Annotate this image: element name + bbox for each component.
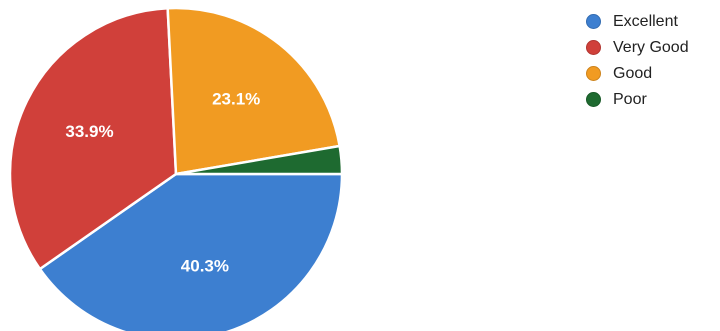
legend-item-excellent: Excellent bbox=[586, 10, 689, 33]
slice-label-good: 23.1% bbox=[212, 89, 260, 108]
pie-labels: 40.3% 33.9% 23.1% bbox=[65, 89, 260, 275]
legend-item-very-good: Very Good bbox=[586, 36, 689, 59]
legend-swatch-very-good bbox=[586, 40, 601, 55]
legend-label-good: Good bbox=[613, 64, 653, 82]
slice-label-very-good: 33.9% bbox=[65, 122, 113, 141]
legend-item-good: Good bbox=[586, 62, 689, 85]
legend-swatch-good bbox=[586, 66, 601, 81]
pie-slices bbox=[8, 6, 344, 331]
pie-slice-good bbox=[166, 6, 341, 176]
legend-label-poor: Poor bbox=[613, 90, 647, 108]
legend-swatch-poor bbox=[586, 92, 601, 107]
legend: Excellent Very Good Good Poor bbox=[586, 10, 689, 114]
slice-label-excellent: 40.3% bbox=[181, 256, 229, 275]
legend-label-excellent: Excellent bbox=[613, 12, 678, 30]
pie-slice-poor bbox=[174, 144, 344, 176]
pie-slice-excellent bbox=[38, 172, 344, 331]
legend-item-poor: Poor bbox=[586, 88, 689, 111]
legend-label-very-good: Very Good bbox=[613, 38, 689, 56]
legend-swatch-excellent bbox=[586, 14, 601, 29]
pie-slice-very-good bbox=[8, 6, 178, 271]
